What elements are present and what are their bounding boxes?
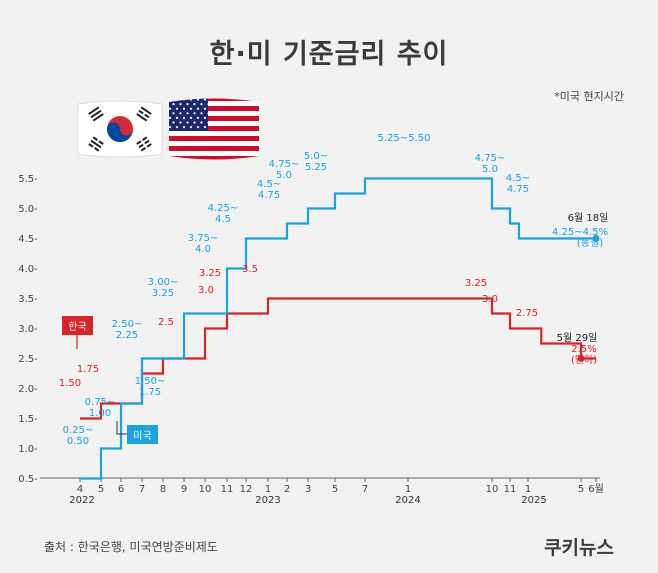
x-tick-label: 9 — [181, 484, 187, 495]
korea-step-label: 3.25 — [199, 268, 221, 279]
us-rate-line — [80, 177, 596, 480]
y-tick-label: 2.5- — [18, 354, 38, 365]
us-step-label: 4.75~ 5.0 — [269, 159, 300, 181]
us-step-label: 5.25~5.50 — [378, 133, 431, 144]
x-tick-label: 1 — [405, 484, 411, 495]
us-step-label: 4.5~ 4.75 — [257, 179, 281, 201]
year-label: 2023 — [255, 495, 280, 506]
y-tick-label: 4.0- — [18, 264, 38, 275]
us-annotation-note: (동결) — [577, 237, 603, 249]
x-tick-label: 6 — [118, 484, 124, 495]
us-step-label: 0.75~ 1.00 — [85, 397, 116, 419]
y-tick-label: 1.0- — [18, 444, 38, 455]
year-label: 2022 — [69, 495, 94, 506]
x-tick-label: 7 — [362, 484, 368, 495]
us-step-label: 2.50~ 2.25 — [112, 319, 143, 341]
us-legend-tag: 미국 — [127, 425, 158, 444]
x-tick-label: 2 — [284, 484, 290, 495]
us-annotation-value: 4.25~4.5% — [552, 227, 608, 238]
y-tick-label: 5.0- — [18, 204, 38, 215]
x-tick-label: 5 — [98, 484, 104, 495]
us-annotation-date: 6월 18일 — [568, 212, 609, 224]
x-tick-label: 1 — [265, 484, 271, 495]
year-label: 2024 — [395, 495, 420, 506]
chart-title: 한·미 기준금리 추이 — [209, 39, 449, 70]
brand-logo: 쿠키뉴스 — [544, 537, 614, 559]
us-flag-icon — [169, 98, 259, 160]
x-tick-label: 11 — [504, 484, 517, 495]
source-note: 출처 : 한국은행, 미국연방준비제도 — [44, 540, 218, 554]
korea-step-label: 2.5 — [158, 317, 174, 328]
korea-step-label: 3.5 — [242, 264, 258, 275]
korea-step-label: 2.75 — [516, 308, 538, 319]
us-step-label: 3.75~ 4.0 — [188, 233, 219, 255]
x-tick-label: 5 — [332, 484, 338, 495]
korea-annotation-value: 2.5% — [571, 344, 596, 355]
y-tick-label: 5.5- — [18, 174, 38, 185]
us-step-label: 4.75~ 5.0 — [475, 153, 506, 175]
us-step-label: 1.50~ 1.75 — [135, 376, 166, 398]
us-legend-label: 미국 — [133, 430, 151, 442]
x-tick-label: 11 — [221, 484, 234, 495]
us-end-point — [592, 235, 600, 242]
x-tick-label: 7 — [139, 484, 145, 495]
korea-flag-icon — [77, 100, 163, 158]
x-tick-label: 10 — [199, 484, 212, 495]
chart-axes: 0.5- 1.0- 1.5- 2.0- 2.5- 3.0- 3.5- 4.0- 4.5- 5.0-… — [18, 174, 604, 506]
us-step-label: 4.5~ 4.75 — [506, 173, 530, 195]
korea-step-label: 3.0 — [482, 294, 498, 305]
y-tick-label: 2.0- — [18, 384, 38, 395]
x-tick-label: 12 — [240, 484, 253, 495]
korea-step-label: 1.75 — [77, 364, 99, 375]
korea-end-point — [577, 355, 585, 362]
y-tick-label: 3.0- — [18, 324, 38, 335]
us-step-label: 5.0~ 5.25 — [304, 151, 328, 173]
korea-step-label: 1.50 — [59, 378, 81, 389]
x-tick-label: 5 — [578, 484, 584, 495]
x-tick-label: 6월 — [588, 483, 604, 495]
y-tick-label: 3.5- — [18, 294, 38, 305]
korea-annotation-note: (인하) — [571, 353, 597, 366]
x-tick-label: 3 — [305, 484, 311, 495]
y-tick-label: 4.5- — [18, 234, 38, 245]
korea-legend-label: 한국 — [68, 321, 86, 333]
x-tick-label: 1 — [525, 484, 531, 495]
korea-step-label: 3.0 — [198, 285, 214, 296]
us-legend-leader — [116, 421, 127, 435]
us-step-label: 0.25~ 0.50 — [63, 425, 94, 447]
us-step-label: 3.00~ 3.25 — [148, 277, 179, 299]
korea-annotation-date: 5월 29일 — [557, 332, 598, 344]
korea-legend-tag: 한국 — [62, 316, 93, 335]
y-tick-label: 0.5- — [18, 474, 38, 485]
year-label: 2025 — [521, 495, 546, 506]
x-tick-label: 10 — [486, 484, 499, 495]
korea-step-label: 3.25 — [465, 278, 487, 289]
us-step-label: 4.25~ 4.5 — [208, 203, 239, 225]
x-tick-label: 8 — [160, 484, 166, 495]
timezone-note: *미국 현지시간 — [554, 90, 624, 103]
y-tick-label: 1.5- — [18, 414, 38, 425]
x-tick-label: 4 — [77, 484, 83, 495]
